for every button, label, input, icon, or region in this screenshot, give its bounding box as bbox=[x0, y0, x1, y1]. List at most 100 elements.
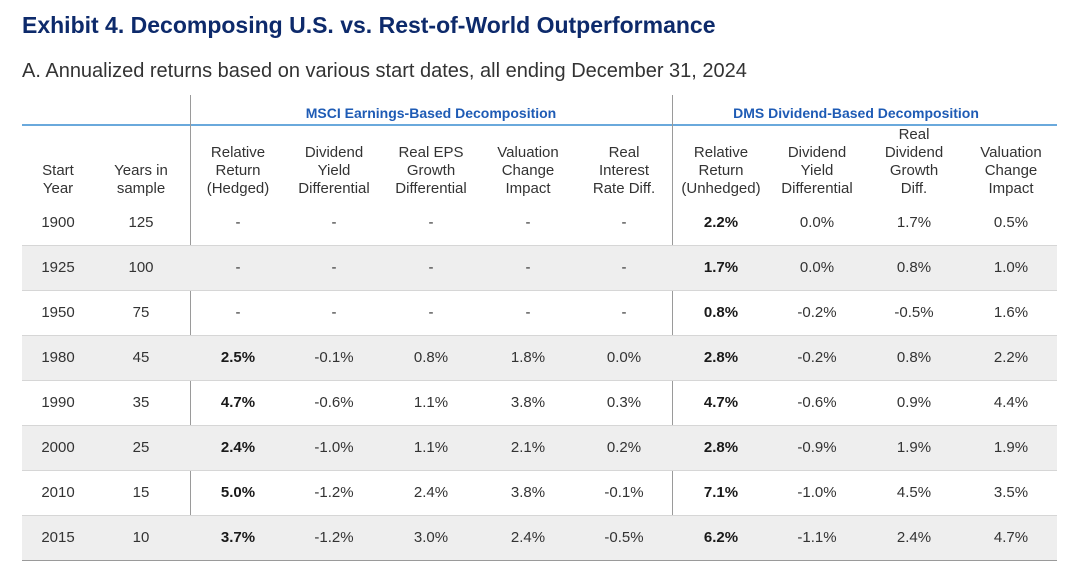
table-cell: -0.5% bbox=[604, 529, 644, 546]
column-header-line: Return bbox=[215, 162, 261, 179]
table-cell: 1.0% bbox=[993, 259, 1029, 276]
table-cell: - bbox=[428, 259, 434, 276]
table-cell: 2.2% bbox=[993, 349, 1029, 366]
table-cell: 2.4% bbox=[220, 439, 256, 456]
table-cell: 0.8% bbox=[413, 349, 449, 366]
column-header-line: Relative bbox=[210, 144, 266, 161]
column-header-line: Yield bbox=[800, 162, 834, 179]
table-row: 1990 35 4.7% -0.6% 1.1% 3.8% 0.3% 4.7% -0.6% 0.9%… bbox=[22, 380, 1057, 425]
table-cell: 0.0% bbox=[799, 214, 835, 231]
table-cell: - bbox=[525, 259, 531, 276]
table-cell: 2.1% bbox=[510, 439, 546, 456]
table-cell: - bbox=[621, 259, 627, 276]
table-cell: 1990 bbox=[41, 394, 75, 411]
table-cell: -0.1% bbox=[314, 349, 354, 366]
row-divider bbox=[22, 425, 1057, 426]
table-cell: 2000 bbox=[41, 439, 75, 456]
table-bottom-rule bbox=[22, 560, 1057, 561]
column-header-line: Start bbox=[42, 162, 74, 179]
column-header: Relative Return (Unhedged) bbox=[674, 124, 768, 198]
column-header-line: Growth bbox=[889, 162, 939, 179]
table-cell: 100 bbox=[128, 259, 154, 276]
table-cell: 3.5% bbox=[993, 484, 1029, 501]
table-cell: 1.9% bbox=[993, 439, 1029, 456]
column-header-line: Years in bbox=[114, 162, 168, 179]
column-header-line: Dividend bbox=[787, 144, 847, 161]
table-cell: - bbox=[621, 214, 627, 231]
table-cell: 4.7% bbox=[993, 529, 1029, 546]
row-divider bbox=[22, 380, 1057, 381]
table-cell: 2.2% bbox=[703, 214, 739, 231]
table-cell: 2.4% bbox=[510, 529, 546, 546]
column-header-line: Real EPS bbox=[398, 144, 464, 161]
table-cell: -0.2% bbox=[797, 349, 837, 366]
column-header-line: Return bbox=[698, 162, 744, 179]
table-cell: 0.9% bbox=[896, 394, 932, 411]
table-row: 1925 100 - - - - - 1.7% 0.0% 0.8% 1.0% bbox=[22, 245, 1057, 290]
table-cell: -0.1% bbox=[604, 484, 644, 501]
column-header-line: Impact bbox=[988, 180, 1034, 197]
table-cell: - bbox=[235, 304, 241, 321]
table-cell: 15 bbox=[132, 484, 150, 501]
table-cell: - bbox=[331, 304, 337, 321]
table-cell: -1.0% bbox=[797, 484, 837, 501]
table-cell: 1925 bbox=[41, 259, 75, 276]
exhibit-title: Exhibit 4. Decomposing U.S. vs. Rest-of-… bbox=[22, 12, 716, 38]
table-cell: 0.3% bbox=[606, 394, 642, 411]
table-cell: 0.8% bbox=[703, 304, 739, 321]
column-header-line: Change bbox=[501, 162, 555, 179]
table-row: 2010 15 5.0% -1.2% 2.4% 3.8% -0.1% 7.1% -1.0% 4.5… bbox=[22, 470, 1057, 515]
table-cell: -0.9% bbox=[797, 439, 837, 456]
column-header-line: Change bbox=[984, 162, 1038, 179]
table-cell: -0.2% bbox=[797, 304, 837, 321]
table-cell: 2.4% bbox=[413, 484, 449, 501]
row-divider bbox=[22, 335, 1057, 336]
table-cell: 0.0% bbox=[606, 349, 642, 366]
column-header-line: Growth bbox=[406, 162, 456, 179]
column-header: Valuation Change Impact bbox=[483, 124, 573, 198]
table-row: 2015 10 3.7% -1.2% 3.0% 2.4% -0.5% 6.2% -1.1% 2.4… bbox=[22, 515, 1057, 560]
column-header-line: (Unhedged) bbox=[681, 180, 761, 197]
table-cell: 1980 bbox=[41, 349, 75, 366]
table-cell: 4.7% bbox=[703, 394, 739, 411]
table-cell: 1.9% bbox=[896, 439, 932, 456]
column-header-line: Impact bbox=[505, 180, 551, 197]
column-header-line: (Hedged) bbox=[206, 180, 270, 197]
table-cell: 75 bbox=[132, 304, 150, 321]
dms-group-header: DMS Dividend-Based Decomposition bbox=[733, 105, 979, 121]
column-header: Real Interest Rate Diff. bbox=[579, 124, 669, 198]
table-cell: - bbox=[428, 304, 434, 321]
table-cell: -1.2% bbox=[314, 529, 354, 546]
table-cell: 1.7% bbox=[703, 259, 739, 276]
table-cell: 4.5% bbox=[896, 484, 932, 501]
table-cell: 2015 bbox=[41, 529, 75, 546]
table-cell: 1.8% bbox=[510, 349, 546, 366]
column-header-line: Yield bbox=[317, 162, 351, 179]
column-header-line: Relative bbox=[693, 144, 749, 161]
table-cell: 35 bbox=[132, 394, 150, 411]
column-header-line: sample bbox=[116, 180, 166, 197]
column-header-line: Real bbox=[898, 126, 930, 143]
table-cell: 2.4% bbox=[896, 529, 932, 546]
table-row: 2000 25 2.4% -1.0% 1.1% 2.1% 0.2% 2.8% -0.9% 1.9%… bbox=[22, 425, 1057, 470]
row-divider bbox=[22, 470, 1057, 471]
table-row: 1950 75 - - - - - 0.8% -0.2% -0.5% 1.6% bbox=[22, 290, 1057, 335]
column-header: Relative Return (Hedged) bbox=[193, 124, 283, 198]
column-header: Dividend Yield Differential bbox=[769, 124, 865, 198]
table-cell: 2.5% bbox=[220, 349, 256, 366]
table-cell: -0.5% bbox=[894, 304, 934, 321]
table-cell: 1.1% bbox=[413, 394, 449, 411]
column-header: Real EPS Growth Differential bbox=[383, 124, 479, 198]
table-cell: 3.0% bbox=[413, 529, 449, 546]
table-cell: 1950 bbox=[41, 304, 75, 321]
table-cell: -1.1% bbox=[797, 529, 837, 546]
table-cell: 0.8% bbox=[896, 349, 932, 366]
table-cell: 3.8% bbox=[510, 484, 546, 501]
table-cell: 10 bbox=[132, 529, 150, 546]
table-cell: 0.0% bbox=[799, 259, 835, 276]
table-cell: - bbox=[621, 304, 627, 321]
table-cell: 1.7% bbox=[896, 214, 932, 231]
table-cell: 1900 bbox=[41, 214, 75, 231]
table-cell: 125 bbox=[128, 214, 154, 231]
table-cell: - bbox=[525, 304, 531, 321]
